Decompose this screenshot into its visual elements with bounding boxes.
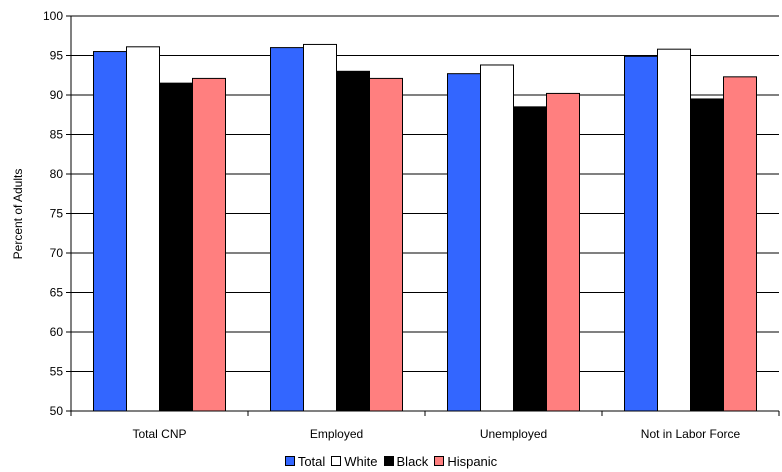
legend-label: White [344, 453, 378, 469]
bar-white-0 [126, 46, 160, 412]
x-tick-label: Total CNP [132, 427, 186, 441]
legend-label: Hispanic [447, 453, 498, 469]
legend-swatch [434, 456, 445, 466]
bar-chart: 50 55 60 65 70 75 80 85 90 95 100 Total CNP Employe… [11, 9, 780, 441]
y-tick-label: 50 [50, 404, 64, 418]
legend-item-white: White [331, 453, 378, 469]
y-tick-label: 55 [50, 365, 64, 379]
x-tick-label: Employed [310, 427, 363, 441]
bar-total-0 [93, 51, 127, 412]
y-tick-label: 95 [50, 49, 64, 63]
legend-swatch [331, 456, 342, 466]
bar-black-1 [336, 70, 370, 412]
bar-hispanic-3 [723, 76, 757, 412]
y-tick-label: 85 [50, 128, 64, 142]
x-tick-label: Unemployed [480, 427, 547, 441]
bar-black-2 [513, 106, 547, 412]
axes [70, 16, 780, 416]
bar-hispanic-1 [369, 77, 403, 412]
bar-white-1 [303, 43, 337, 412]
bar-black-0 [159, 82, 193, 412]
bars [93, 43, 757, 412]
legend-label: Total [297, 453, 326, 469]
legend-label: Black [396, 453, 429, 469]
y-tick-label: 60 [50, 325, 64, 339]
legend-item-black: Black [383, 453, 429, 469]
x-tick-label: Not in Labor Force [641, 427, 741, 441]
legend-item-total: Total [284, 453, 326, 469]
y-tick-label: 70 [50, 246, 64, 260]
legend-item-hispanic: Hispanic [434, 454, 497, 469]
bar-total-1 [270, 47, 304, 412]
bar-hispanic-0 [192, 77, 226, 412]
legend-swatch [383, 456, 394, 466]
y-tick-label: 80 [50, 167, 64, 181]
legend: Total White Black Hispanic [0, 452, 782, 470]
y-tick-label: 90 [50, 88, 64, 102]
bar-total-3 [624, 55, 658, 412]
bar-white-3 [657, 48, 691, 412]
x-tick-labels: Total CNP Employed Unemployed Not in Labor … [132, 427, 740, 441]
y-axis-label: Percent of Adults [11, 169, 25, 260]
bar-black-3 [690, 98, 724, 412]
y-tick-label: 100 [43, 9, 63, 23]
y-tick-label: 65 [50, 286, 64, 300]
y-tick-labels: 50 55 60 65 70 75 80 85 90 95 100 [43, 9, 63, 418]
y-tick-label: 75 [50, 207, 64, 221]
legend-swatch [284, 456, 295, 466]
bar-white-2 [480, 64, 514, 412]
bar-hispanic-2 [546, 92, 580, 412]
bar-total-2 [447, 73, 481, 412]
